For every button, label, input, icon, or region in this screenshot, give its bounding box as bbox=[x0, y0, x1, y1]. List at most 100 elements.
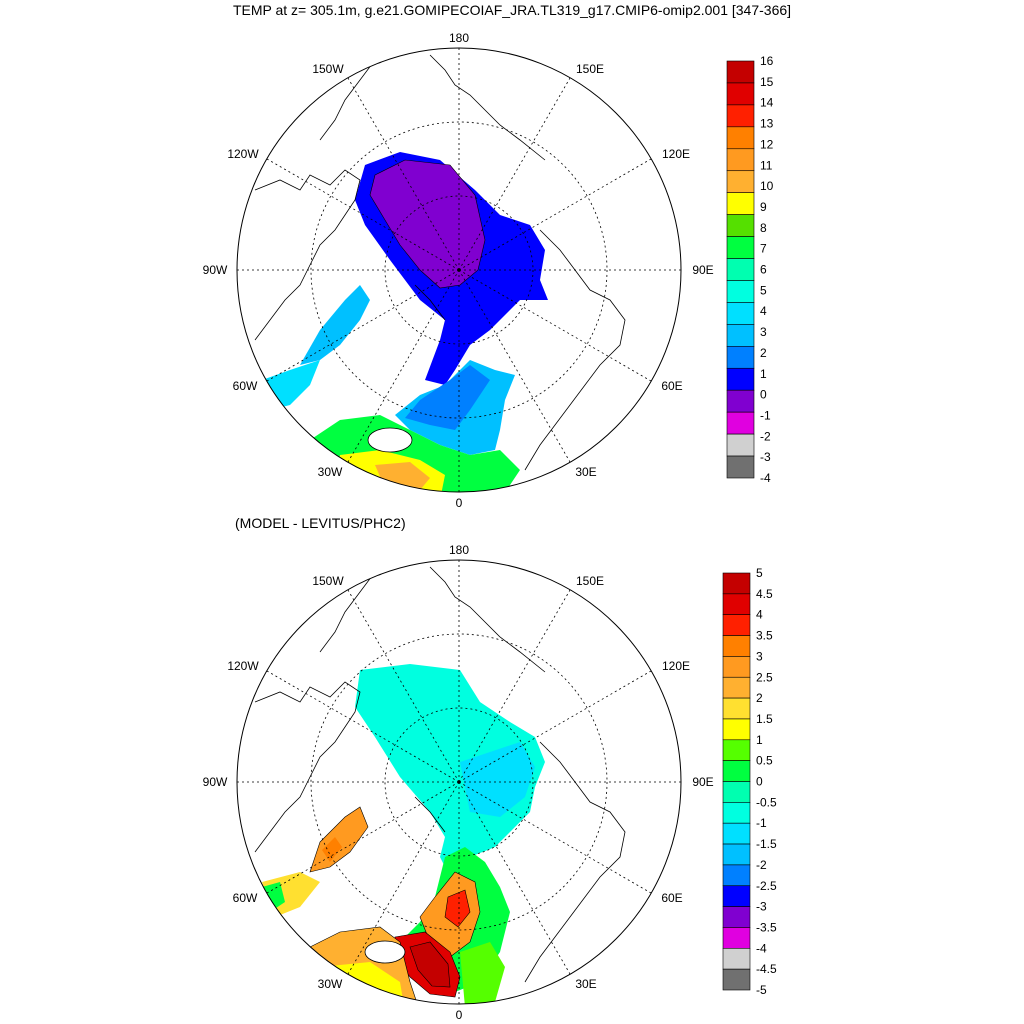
nordic-mid bbox=[405, 365, 490, 430]
top-colorbar-swatch bbox=[726, 302, 755, 325]
top-colorbar-swatch bbox=[726, 258, 755, 281]
top-colorbar-swatch bbox=[726, 433, 755, 457]
bottom-colorbar-tick-label: 5 bbox=[756, 566, 763, 580]
top-colorbar-swatch bbox=[726, 170, 755, 193]
top-colorbar-tick-label: 7 bbox=[760, 242, 767, 256]
top-label-120w: 120W bbox=[227, 147, 259, 161]
top-colorbar-tick-label: 3 bbox=[760, 325, 767, 339]
bottom-colorbar: 5 4.5 4 3.5 3 2.5 2 1.5 1 0.5 0 -0.5 -1 -1.5 -2 -2.5 -3 -… bbox=[722, 566, 777, 997]
top-colorbar-swatch bbox=[726, 126, 755, 150]
top-colorbar-swatch bbox=[726, 214, 755, 237]
bottom-colorbar-swatch bbox=[722, 927, 751, 949]
bottom-label-120w: 120W bbox=[227, 659, 259, 673]
bottom-colorbar-tick-label: 2.5 bbox=[756, 670, 773, 684]
top-colorbar-tick-label: -3 bbox=[760, 450, 771, 464]
bottom-colorbar-swatch bbox=[722, 822, 751, 845]
top-colorbar-tick-label: 11 bbox=[760, 158, 773, 172]
top-colorbar-tick-label: 16 bbox=[760, 54, 774, 68]
bottom-label-60w: 60W bbox=[233, 891, 258, 905]
bottom-colorbar-tick-label: 4.5 bbox=[756, 587, 773, 601]
top-colorbar-swatch bbox=[726, 104, 755, 128]
top-graticule bbox=[237, 48, 681, 492]
bottom-label-30e: 30E bbox=[575, 977, 596, 991]
top-colorbar-swatch bbox=[726, 82, 755, 106]
top-map-field bbox=[262, 152, 548, 492]
bottom-colorbar-swatch bbox=[722, 635, 751, 657]
top-colorbar-tick-label: 9 bbox=[760, 200, 767, 214]
difference-subtitle: (MODEL - LEVITUS/PHC2) bbox=[235, 515, 406, 531]
basin-light-blue bbox=[460, 742, 535, 817]
iceland bbox=[364, 940, 406, 964]
top-colorbar-swatch bbox=[726, 192, 755, 215]
bottom-colorbar-tick-label: -3 bbox=[756, 900, 767, 914]
bottom-colorbar-tick-label: 2 bbox=[756, 691, 763, 705]
bottom-colorbar-tick-label: 0.5 bbox=[756, 754, 773, 768]
top-map: 180 0 150W 150E 120W 120E 90W 90E 60W 60… bbox=[203, 31, 774, 510]
figure-title: TEMP at z= 305.1m, g.e21.GOMIPECOIAF_JRA… bbox=[232, 2, 792, 18]
top-label-180: 180 bbox=[449, 31, 469, 45]
top-label-150e: 150E bbox=[576, 62, 604, 76]
top-colorbar-tick-label: 15 bbox=[760, 75, 774, 89]
top-colorbar-swatch bbox=[726, 389, 755, 413]
bottom-colorbar-tick-label: 3 bbox=[756, 649, 763, 663]
bottom-colorbar-swatch bbox=[722, 718, 751, 741]
bottom-colorbar-swatch bbox=[722, 676, 751, 699]
top-colorbar-swatch bbox=[726, 346, 755, 369]
bottom-colorbar-tick-label: 1.5 bbox=[756, 712, 773, 726]
bottom-colorbar-swatch bbox=[722, 614, 751, 636]
top-label-0: 0 bbox=[456, 496, 463, 510]
top-colorbar-tick-label: 12 bbox=[760, 137, 774, 151]
bottom-graticule bbox=[237, 560, 681, 1004]
bottom-label-150w: 150W bbox=[312, 574, 344, 588]
bottom-label-0: 0 bbox=[456, 1008, 463, 1022]
basin-cyan bbox=[355, 664, 545, 877]
bottom-colorbar-swatch bbox=[722, 760, 751, 782]
top-colorbar-tick-label: -2 bbox=[760, 429, 771, 443]
top-colorbar-tick-label: 14 bbox=[760, 96, 774, 110]
bottom-map-border bbox=[236, 559, 682, 1005]
bottom-label-150e: 150E bbox=[576, 574, 604, 588]
basin-core bbox=[369, 159, 486, 289]
top-colorbar-tick-label: -4 bbox=[760, 471, 771, 485]
bottom-colorbar-tick-label: -1 bbox=[756, 816, 767, 830]
top-map-border bbox=[236, 47, 682, 493]
top-colorbar-tick-label: 13 bbox=[760, 117, 774, 131]
bottom-colorbar-tick-label: 1 bbox=[756, 733, 763, 747]
bottom-colorbar-swatch bbox=[722, 781, 751, 803]
top-colorbar-swatch bbox=[726, 148, 755, 172]
top-colorbar-swatch bbox=[726, 280, 755, 303]
top-colorbar-tick-label: 8 bbox=[760, 221, 767, 235]
baffin-dark-orange bbox=[322, 837, 342, 862]
top-coastlines bbox=[254, 54, 626, 471]
top-colorbar-tick-label: 5 bbox=[760, 283, 767, 297]
top-label-60e: 60E bbox=[661, 379, 682, 393]
baffin bbox=[300, 285, 370, 365]
bottom-colorbar-swatch bbox=[722, 906, 751, 928]
bottom-label-90e: 90E bbox=[692, 775, 713, 789]
top-colorbar-swatch bbox=[726, 324, 755, 347]
top-label-60w: 60W bbox=[233, 379, 258, 393]
top-colorbar-tick-label: 1 bbox=[760, 367, 767, 381]
bottom-colorbar-swatch bbox=[722, 885, 751, 907]
top-colorbar-tick-label: 6 bbox=[760, 263, 767, 277]
bottom-colorbar-tick-label: -5 bbox=[756, 983, 767, 997]
bottom-colorbar-tick-label: -1.5 bbox=[756, 837, 777, 851]
strait-dark-red bbox=[409, 941, 451, 988]
top-colorbar-tick-label: 0 bbox=[760, 388, 767, 402]
bottom-map-field bbox=[262, 664, 545, 1004]
top-map-panel: 180 0 150W 150E 120W 120E 90W 90E 60W 60… bbox=[203, 31, 774, 510]
top-colorbar-tick-label: 4 bbox=[760, 304, 767, 318]
bottom-colorbar-swatch bbox=[722, 968, 751, 991]
bottom-colorbar-swatch bbox=[722, 947, 751, 970]
top-colorbar-swatch bbox=[726, 455, 755, 479]
bottom-colorbar-swatch bbox=[722, 593, 751, 615]
bottom-colorbar-swatch bbox=[722, 656, 751, 678]
bottom-colorbar-tick-label: 3.5 bbox=[756, 629, 773, 643]
top-label-120e: 120E bbox=[662, 147, 690, 161]
top-colorbar-tick-label: 2 bbox=[760, 346, 767, 360]
bottom-colorbar-tick-label: -0.5 bbox=[756, 795, 777, 809]
bottom-colorbar-swatch bbox=[722, 739, 751, 761]
top-colorbar-swatch bbox=[726, 411, 755, 435]
bottom-colorbar-swatch bbox=[722, 864, 751, 887]
